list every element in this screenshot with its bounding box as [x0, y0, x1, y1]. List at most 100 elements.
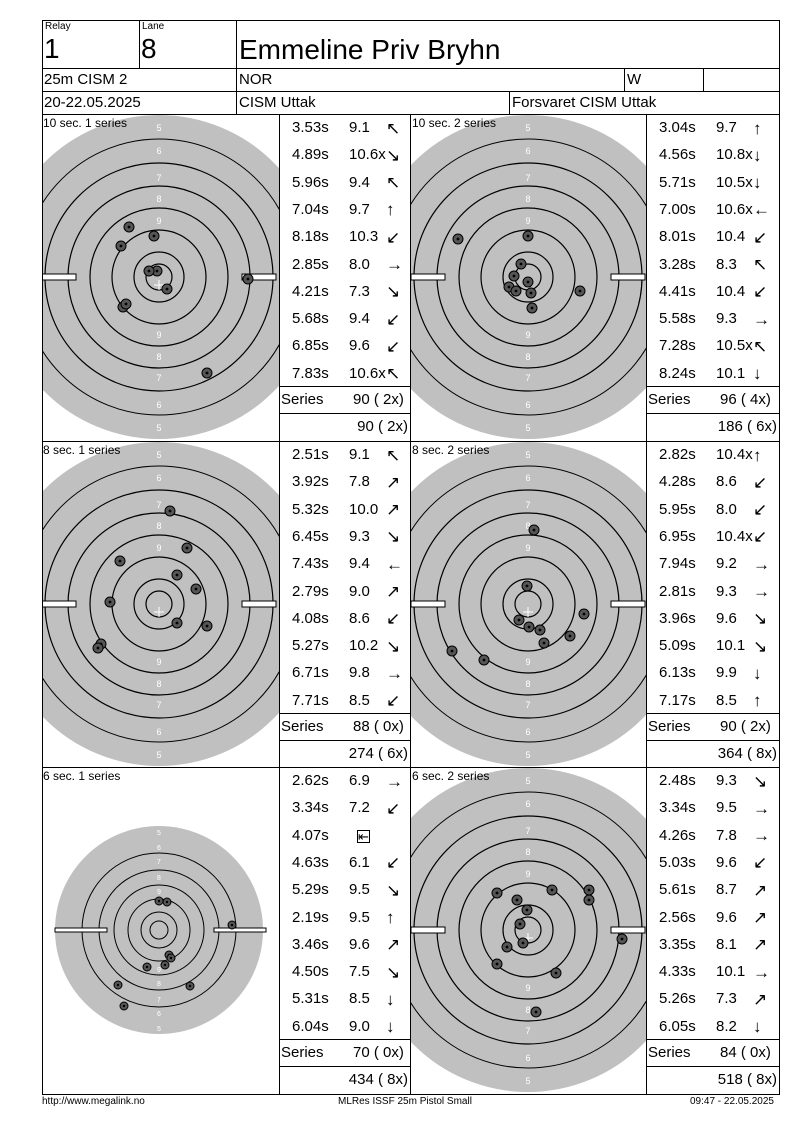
shot-row: 3.53s 9.1 ↖ — [279, 114, 410, 141]
shot-time: 3.53s — [292, 119, 329, 136]
running-total: 434 ( 8x) — [348, 1071, 408, 1088]
shot-score: 6.9 — [349, 772, 370, 789]
direction-arrow-icon: ↓ — [753, 173, 762, 193]
shot-time: 3.46s — [292, 935, 329, 953]
shot-score: 9.6 — [716, 908, 737, 926]
running-total: 274 ( 6x) — [348, 745, 408, 762]
shot-score: 10.4 — [716, 282, 746, 300]
shot-time: 4.33s — [659, 963, 696, 981]
shot-row: 4.28s 8.6 ↙ — [646, 468, 777, 495]
direction-arrow-icon: ↘ — [386, 527, 401, 547]
shot-score: 10.0 — [349, 500, 379, 518]
footer-url[interactable]: http://www.megalink.no — [42, 1096, 145, 1107]
direction-arrow-icon: ↗ — [386, 500, 401, 520]
shot-time: 4.63s — [292, 853, 329, 871]
series-label: Series — [648, 1044, 691, 1061]
shot-score: 7.3 — [349, 282, 370, 300]
shot-score: 9.7 — [716, 119, 737, 136]
shot-time: 4.28s — [659, 473, 696, 491]
shot-score: 10.1 — [716, 963, 746, 981]
shot-time: 8.18s — [292, 228, 329, 246]
shot-time: 6.13s — [659, 664, 696, 682]
shot-score: 8.2 — [716, 1017, 737, 1035]
shot-row: 7.04s 9.7 ↑ — [279, 196, 410, 223]
series-label: Series — [648, 718, 691, 735]
shot-row: 6.85s 9.6 ↙ — [279, 332, 410, 359]
ring-number: 5 — [156, 123, 161, 133]
shot-row: 2.51s 9.1 ↖ — [279, 441, 410, 468]
shot-row: 3.96s 9.6 ↘ — [646, 605, 777, 632]
shot-row: 5.29s 9.5 ↘ — [279, 876, 410, 903]
ring-number: 6 — [156, 727, 161, 737]
ring-number: 5 — [525, 450, 530, 460]
shot-score: 8.0 — [349, 255, 370, 273]
ring-number: 8 — [157, 981, 161, 988]
series-label: Series — [648, 391, 691, 408]
direction-arrow-icon: ↖ — [386, 364, 401, 384]
shot-row: 7.17s 8.5 ↑ — [646, 687, 777, 714]
ring-number: 9 — [525, 216, 530, 226]
shot-score: 9.2 — [716, 555, 737, 573]
shot-time: 2.82s — [659, 446, 696, 463]
ring-number: 6 — [525, 146, 530, 156]
shot-row: 4.50s 7.5 ↘ — [279, 958, 410, 985]
lane-label: Lane — [142, 21, 165, 32]
shot-time: 2.48s — [659, 772, 696, 789]
direction-arrow-icon: ↖ — [753, 255, 768, 274]
shot-time: 7.17s — [659, 691, 696, 709]
series-label: Series — [281, 718, 324, 735]
ring-number: 8 — [525, 521, 530, 531]
shot-time: 8.01s — [659, 228, 696, 246]
ring-number: 8 — [156, 352, 161, 362]
direction-arrow-icon: ↙ — [753, 227, 768, 247]
shot-score: 9.6 — [716, 609, 737, 627]
panel-title: 10 sec. 2 series — [412, 116, 497, 130]
shot-score: 9.0 — [349, 582, 370, 600]
shot-score: 9.5 — [349, 881, 370, 899]
direction-arrow-icon: ↙ — [753, 500, 768, 520]
shot-score: 9.0 — [349, 1017, 370, 1035]
direction-arrow-icon: ↑ — [753, 118, 762, 138]
relay-value: 1 — [44, 33, 60, 64]
shot-score: 10.5x — [716, 337, 753, 355]
shot-score: 9.4 — [349, 310, 370, 328]
direction-arrow-icon: ↓ — [753, 145, 762, 165]
ring-number: 6 — [525, 473, 530, 483]
target-face: 5 5 6 6 7 7 8 8 9 9 — [411, 115, 646, 439]
shot-time: 5.27s — [292, 637, 329, 655]
shot-row: 4.21s 7.3 ↘ — [279, 278, 410, 305]
shot-time: 4.26s — [659, 826, 696, 844]
direction-arrow-icon: ↗ — [386, 472, 401, 492]
shot-row: 5.95s 8.0 ↙ — [646, 496, 777, 523]
shot-time: 2.19s — [292, 908, 329, 926]
ring-number: 5 — [525, 123, 530, 133]
ring-number: 9 — [525, 543, 530, 553]
direction-arrow-icon: ↗ — [753, 989, 768, 1009]
shot-row: 3.28s 8.3 ↖ — [646, 251, 777, 278]
ring-number: 6 — [156, 400, 161, 410]
ring-number: 6 — [156, 146, 161, 156]
direction-arrow-icon: ↙ — [386, 798, 401, 818]
direction-arrow-icon: ↘ — [753, 636, 768, 656]
shot-time: 7.71s — [292, 691, 329, 709]
panel-title: 10 sec. 1 series — [43, 116, 128, 130]
shot-row: 5.32s 10.0 ↗ — [279, 496, 410, 523]
ring-number: 8 — [525, 847, 530, 857]
miss-icon: ⇤ — [357, 828, 370, 844]
shot-time: 3.35s — [659, 935, 696, 953]
ring-number: 6 — [157, 1011, 161, 1018]
shot-score: 10.1 — [716, 637, 746, 655]
target-face: 5 5 6 6 7 7 8 8 9 9 — [43, 442, 279, 766]
direction-arrow-icon: ↙ — [386, 853, 401, 873]
direction-arrow-icon: ↘ — [753, 609, 768, 629]
ring-number: 6 — [525, 400, 530, 410]
target-face-small: 5 5 6 6 7 7 8 8 9 9 — [54, 826, 267, 1034]
shot-row: 2.62s 6.9 → — [279, 767, 410, 794]
shot-row: 7.94s 9.2 → — [646, 550, 777, 577]
target-face: 5 5 6 6 7 7 8 8 9 9 — [411, 768, 646, 1092]
shot-row: 4.33s 10.1 → — [646, 958, 777, 985]
shot-time: 5.71s — [659, 173, 696, 191]
direction-arrow-icon: → — [386, 255, 403, 274]
shot-time: 5.29s — [292, 881, 329, 899]
shot-score: 10.4x — [716, 446, 753, 463]
